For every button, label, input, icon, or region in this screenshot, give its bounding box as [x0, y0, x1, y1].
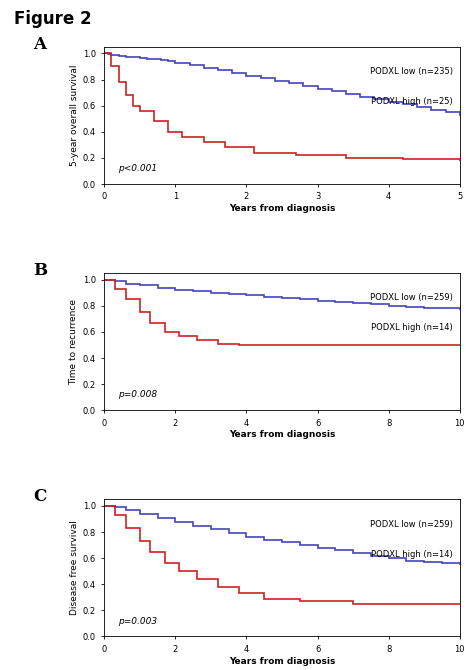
X-axis label: Years from diagnosis: Years from diagnosis: [229, 657, 335, 665]
Text: PODXL high (n=25): PODXL high (n=25): [371, 97, 453, 107]
Y-axis label: Time to recurrence: Time to recurrence: [70, 299, 79, 385]
Text: PODXL low (n=259): PODXL low (n=259): [370, 293, 453, 302]
Text: B: B: [33, 262, 47, 279]
Text: PODXL low (n=259): PODXL low (n=259): [370, 519, 453, 529]
Text: p<0.001: p<0.001: [118, 164, 158, 173]
X-axis label: Years from diagnosis: Years from diagnosis: [229, 430, 335, 440]
Text: PODXL high (n=14): PODXL high (n=14): [371, 549, 453, 559]
Text: PODXL low (n=235): PODXL low (n=235): [370, 67, 453, 76]
Text: p=0.003: p=0.003: [118, 616, 158, 626]
Y-axis label: 5-year overall survival: 5-year overall survival: [70, 65, 79, 166]
Text: A: A: [33, 36, 46, 53]
Text: C: C: [33, 488, 46, 505]
Text: PODXL high (n=14): PODXL high (n=14): [371, 324, 453, 332]
Y-axis label: Disease free survival: Disease free survival: [70, 521, 79, 615]
Text: Figure 2: Figure 2: [14, 10, 92, 28]
Text: p=0.008: p=0.008: [118, 391, 158, 399]
X-axis label: Years from diagnosis: Years from diagnosis: [229, 204, 335, 213]
